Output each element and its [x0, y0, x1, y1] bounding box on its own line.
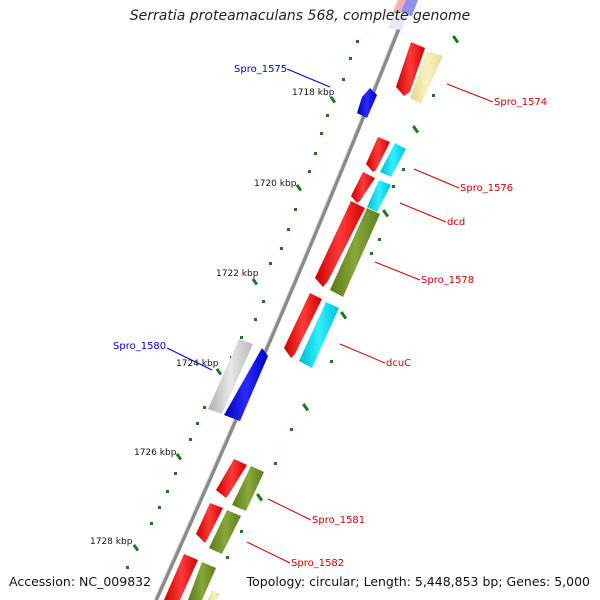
kbp-label-1718: 1718 kbp: [292, 88, 335, 98]
genome-backbone-highlight: [153, 0, 409, 600]
topology-text: Topology: circular; Length: 5,448,853 bp…: [246, 574, 590, 589]
gene-labels-right: Spro_1574 Spro_1576 dcd Spro_1578 dcuC S…: [291, 97, 547, 569]
gene-label-spro-1580: Spro_1580: [113, 341, 166, 352]
gene-khaki-bottom: [208, 590, 220, 600]
gene-olive-1581-b: [209, 510, 241, 554]
gene-grey-1580: [208, 339, 253, 414]
gene-cyan-dcuC: [299, 302, 339, 368]
kbp-labels: 1718 kbp 1720 kbp 1722 kbp 1724 kbp 1726…: [90, 88, 335, 547]
gene-red-1581-b: [196, 503, 223, 543]
gene-label-spro-1578: Spro_1578: [421, 275, 474, 286]
gene-label-spro-1574: Spro_1574: [494, 97, 547, 108]
kbp-label-1728: 1728 kbp: [90, 537, 133, 547]
gene-red-dcd: [351, 172, 375, 203]
gene-label-dcuC: dcuC: [386, 358, 411, 369]
gene-labels-left: Spro_1575 Spro_1580: [113, 64, 287, 352]
kbp-label-1724: 1724 kbp: [176, 359, 219, 369]
gene-red-1578: [315, 201, 365, 287]
gene-label-dcd: dcd: [447, 217, 465, 228]
kbp-label-1720: 1720 kbp: [254, 179, 297, 189]
gene-label-spro-1581: Spro_1581: [312, 515, 365, 526]
gene-top-partial: [388, 0, 418, 30]
gene-olive-1578: [330, 208, 380, 297]
gene-red-1576: [366, 137, 390, 172]
label-connectors: [166, 68, 494, 564]
gene-label-spro-1582: Spro_1582: [291, 558, 344, 569]
gene-blue-1580: [224, 348, 268, 421]
gene-olive-1582: [188, 562, 216, 600]
map-title: Serratia proteamaculans 568, complete ge…: [129, 8, 471, 24]
gene-blue-1575: [357, 88, 377, 118]
gene-red-1581-a: [216, 459, 247, 498]
gene-label-spro-1576: Spro_1576: [460, 183, 513, 194]
gene-red-1574: [396, 42, 425, 96]
gene-red-dcuC: [284, 293, 322, 358]
genome-backbone: [154, 0, 412, 600]
kbp-label-1726: 1726 kbp: [134, 448, 177, 458]
outer-tick-track: [226, 35, 460, 559]
gene-olive-1581-a: [232, 466, 264, 511]
gene-label-spro-1575: Spro_1575: [234, 64, 287, 75]
gene-cyan-dcd: [367, 180, 391, 212]
gene-red-1582: [164, 554, 198, 600]
gene-khaki-1574: [410, 51, 443, 104]
kbp-label-1722: 1722 kbp: [216, 269, 259, 279]
accession-text: Accession: NC_009832: [9, 574, 152, 589]
gene-cyan-1576: [380, 143, 406, 177]
